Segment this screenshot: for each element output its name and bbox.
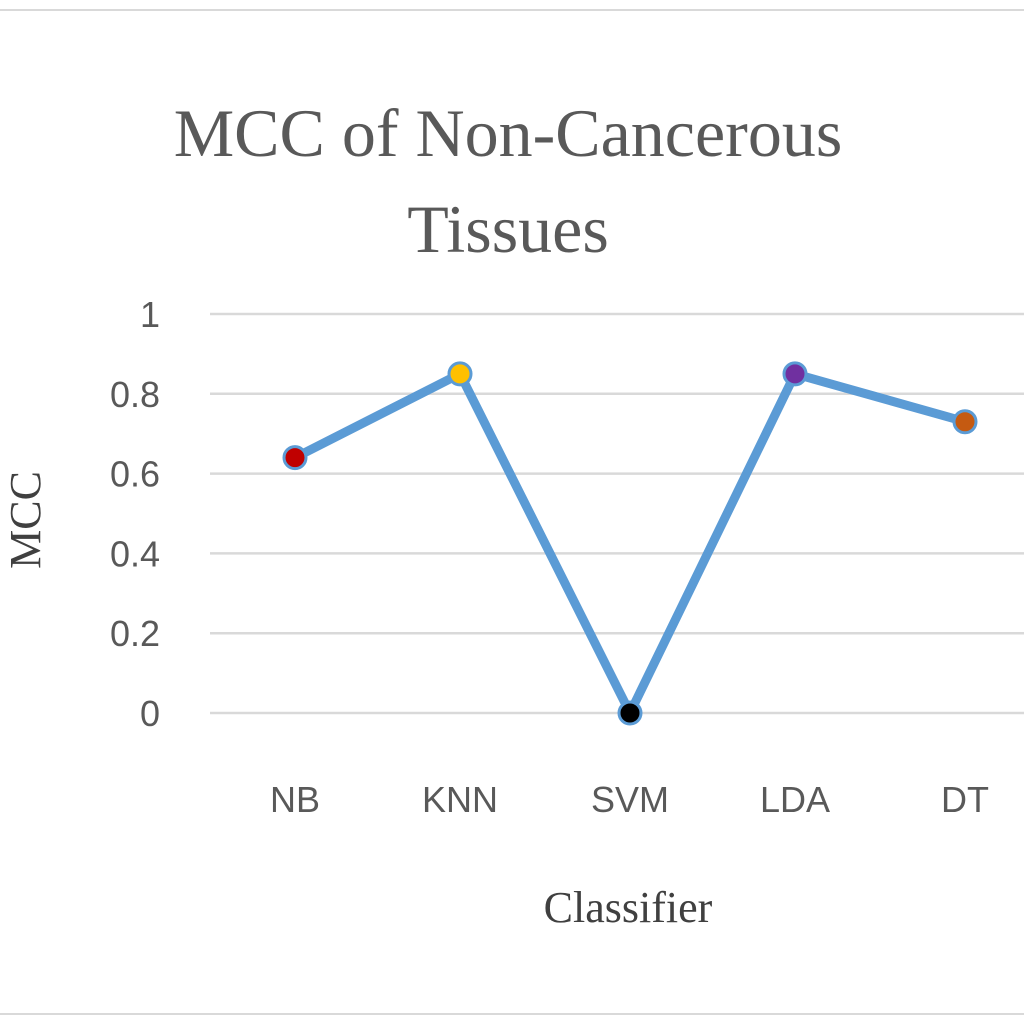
x-tick-label-knn: KNN bbox=[422, 779, 498, 820]
gridlines bbox=[210, 312, 1024, 715]
chart-title-line-1: MCC of Non-Cancerous bbox=[174, 95, 843, 171]
x-tick-label-lda: LDA bbox=[760, 779, 830, 820]
x-axis-title: Classifier bbox=[544, 883, 713, 932]
y-tick-label-5: 1 bbox=[140, 294, 160, 335]
series-line-0 bbox=[290, 367, 970, 724]
x-tick-label-nb: NB bbox=[270, 779, 320, 820]
y-axis-ticks: 0 0.2 0.4 0.6 0.8 1 bbox=[110, 294, 160, 734]
y-tick-label-2: 0.4 bbox=[110, 533, 160, 574]
y-tick-label-3: 0.6 bbox=[110, 454, 160, 495]
chart-title-line-2: Tissues bbox=[407, 191, 609, 267]
data-point-dt bbox=[952, 409, 978, 435]
x-tick-label-svm: SVM bbox=[591, 779, 669, 820]
data-point-nb bbox=[282, 445, 308, 471]
x-tick-label-dt: DT bbox=[941, 779, 989, 820]
series-layer bbox=[282, 361, 978, 726]
x-axis-ticks: NB KNN SVM LDA DT bbox=[270, 779, 989, 820]
data-point-lda bbox=[782, 361, 808, 387]
y-tick-label-4: 0.8 bbox=[110, 374, 160, 415]
y-tick-label-0: 0 bbox=[140, 693, 160, 734]
y-axis-title: MCC bbox=[1, 471, 50, 569]
data-point-svm bbox=[617, 700, 643, 726]
y-tick-label-1: 0.2 bbox=[110, 613, 160, 654]
data-point-knn bbox=[447, 361, 473, 387]
